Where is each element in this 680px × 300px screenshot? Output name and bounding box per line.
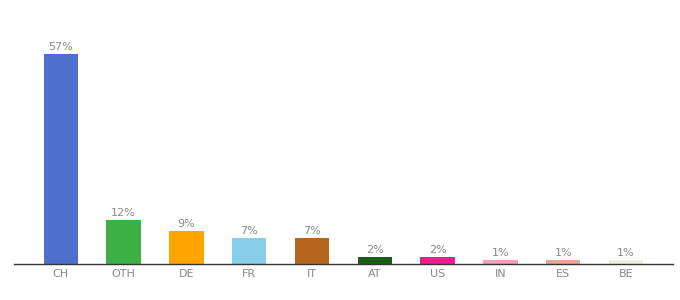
Bar <box>358 256 392 264</box>
Text: 7%: 7% <box>240 226 258 236</box>
Bar <box>420 256 455 264</box>
Text: 2%: 2% <box>366 245 384 255</box>
Text: 57%: 57% <box>48 42 73 52</box>
Bar <box>294 238 329 264</box>
Text: 2%: 2% <box>428 245 447 255</box>
Bar <box>106 220 141 264</box>
Text: 9%: 9% <box>177 219 195 229</box>
Bar <box>546 260 581 264</box>
Text: 1%: 1% <box>617 248 634 259</box>
Text: 1%: 1% <box>554 248 572 259</box>
Text: 7%: 7% <box>303 226 321 236</box>
Text: 12%: 12% <box>112 208 136 218</box>
Bar <box>232 238 267 264</box>
Bar <box>483 260 517 264</box>
Text: 1%: 1% <box>492 248 509 259</box>
Bar <box>609 260 643 264</box>
Bar <box>169 231 204 264</box>
Bar <box>44 53 78 264</box>
